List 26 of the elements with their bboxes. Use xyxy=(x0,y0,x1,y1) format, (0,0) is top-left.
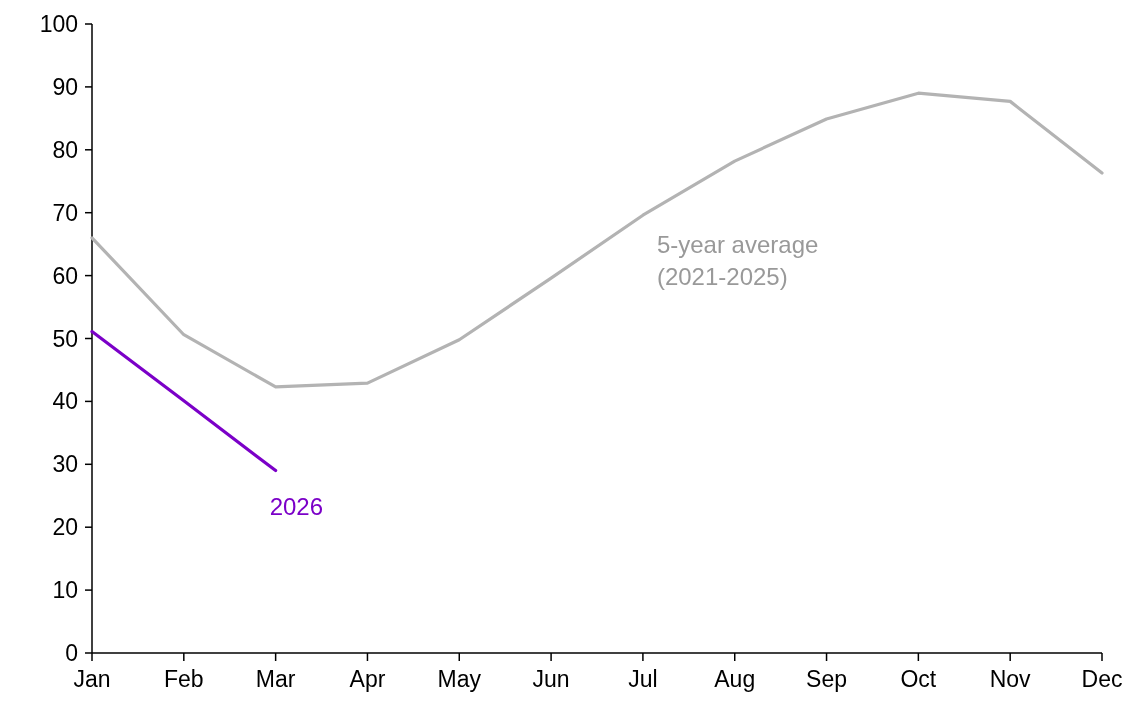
x-tick-label: Mar xyxy=(255,666,296,692)
line-series xyxy=(90,91,1104,389)
x-tick-label: Nov xyxy=(989,666,1032,692)
x-tick-label: May xyxy=(437,666,482,692)
y-tick-label: 70 xyxy=(52,199,78,226)
x-tick-label: Apr xyxy=(349,666,386,692)
x-tick-label: Jul xyxy=(628,666,658,692)
x-tick-label: Jun xyxy=(532,666,570,692)
x-tick-label: Jan xyxy=(73,666,111,692)
y-tick-label: 100 xyxy=(39,11,78,38)
y-tick-label: 40 xyxy=(52,388,78,415)
y-tick-label: 80 xyxy=(52,136,78,163)
y-tick-label: 60 xyxy=(52,262,78,289)
x-tick-label: Feb xyxy=(164,666,204,692)
series-label: 2026 xyxy=(269,492,324,520)
y-tick-label: 10 xyxy=(52,577,78,604)
series-label: 5-year average (2021-2025) xyxy=(656,231,819,291)
y-tick-label: 0 xyxy=(65,640,78,667)
y-tick-label: 50 xyxy=(52,325,78,352)
y-tick-label: 90 xyxy=(52,73,78,100)
x-tick-label: Oct xyxy=(900,666,937,692)
x-tick-label: Sep xyxy=(806,666,848,692)
x-tick-label: Dec xyxy=(1081,666,1123,692)
x-tick-label: Aug xyxy=(714,666,756,692)
y-tick-label: 30 xyxy=(52,451,78,478)
y-tick-label: 20 xyxy=(52,514,78,541)
